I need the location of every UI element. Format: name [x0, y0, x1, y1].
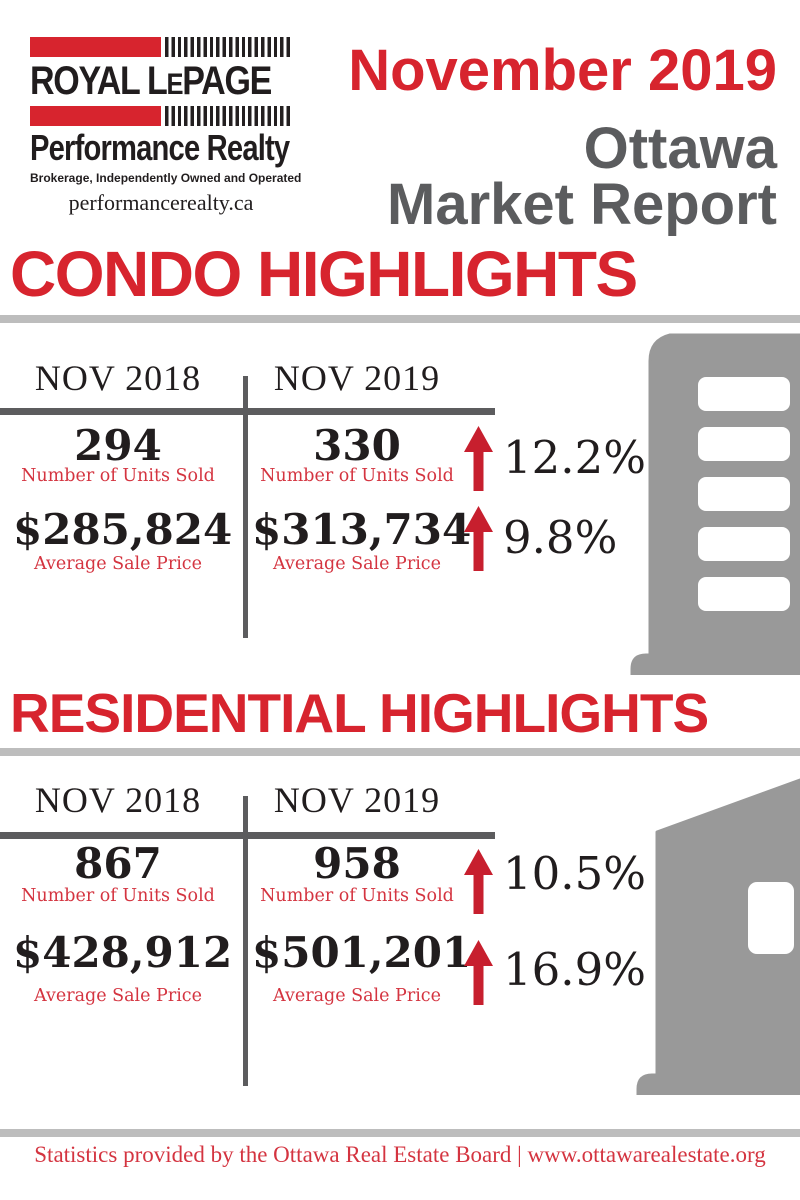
residential-units-change-pct: 10.5%	[503, 847, 646, 900]
residential-units-label-2019: Number of Units Sold	[260, 886, 454, 906]
logo-brand-royal: ROYAL L	[30, 59, 168, 103]
residential-units-2019: 958	[313, 839, 401, 888]
residential-table-vline	[243, 796, 248, 1086]
footer-rule	[0, 1129, 800, 1137]
condo-units-2018: 294	[74, 421, 162, 470]
residential-units-label-2018: Number of Units Sold	[21, 886, 215, 906]
condo-units-label-2019: Number of Units Sold	[260, 466, 454, 486]
logo-brand-name: ROYAL LEPAGE	[30, 59, 272, 103]
footer-attribution: Statistics provided by the Ottawa Real E…	[34, 1142, 766, 1167]
logo-tagline: Brokerage, Independently Owned and Opera…	[30, 171, 302, 185]
report-title-line2: Market Report	[387, 172, 777, 237]
logo-brand-small-e: E	[166, 68, 184, 101]
logo-bar-top	[30, 37, 292, 57]
condo-table-vline	[243, 376, 248, 638]
residential-period-2019: NOV 2019	[273, 780, 441, 820]
condo-price-change-pct: 9.8%	[503, 511, 618, 564]
section-divider-rule	[0, 748, 800, 756]
house-icon	[636, 778, 800, 1095]
logo-stripes-pattern	[165, 37, 292, 57]
condo-period-2019: NOV 2019	[273, 358, 441, 398]
residential-section-title: RESIDENTIAL HIGHLIGHTS	[10, 682, 709, 744]
logo-stripes-pattern	[165, 106, 292, 126]
condo-building-icon	[630, 333, 800, 675]
report-month: November 2019	[348, 38, 777, 103]
up-arrow-icon	[464, 426, 493, 491]
logo-bar-bottom	[30, 106, 292, 126]
condo-price-label-2018: Average Sale Price	[34, 554, 202, 574]
residential-price-2019: $501,201	[252, 928, 472, 977]
logo-brand-page: PAGE	[182, 59, 272, 103]
up-arrow-icon	[464, 849, 493, 914]
condo-price-label-2019: Average Sale Price	[273, 554, 441, 574]
condo-units-label-2018: Number of Units Sold	[21, 466, 215, 486]
condo-price-2019: $313,734	[252, 505, 472, 554]
up-arrow-icon	[464, 506, 493, 571]
residential-price-2018: $428,912	[13, 928, 233, 977]
report-title: Ottawa Market Report	[387, 116, 777, 237]
condo-section-title: CONDO HIGHLIGHTS	[10, 238, 638, 310]
condo-units-change-pct: 12.2%	[503, 431, 646, 484]
condo-period-2018: NOV 2018	[34, 358, 202, 398]
logo-red-bar	[30, 106, 161, 126]
residential-period-2018: NOV 2018	[34, 780, 202, 820]
logo-red-bar	[30, 37, 161, 57]
condo-price-2018: $285,824	[13, 505, 233, 554]
residential-price-label-2018: Average Sale Price	[34, 986, 202, 1006]
logo-website-url: performancerealty.ca	[68, 190, 254, 215]
residential-units-2018: 867	[74, 839, 162, 888]
logo-company-name: Performance Realty	[30, 127, 290, 168]
up-arrow-icon	[464, 940, 493, 1005]
residential-price-label-2019: Average Sale Price	[273, 986, 441, 1006]
section-divider-rule	[0, 315, 800, 323]
condo-units-2019: 330	[313, 421, 401, 470]
report-title-line1: Ottawa	[583, 116, 777, 181]
residential-price-change-pct: 16.9%	[503, 943, 646, 996]
